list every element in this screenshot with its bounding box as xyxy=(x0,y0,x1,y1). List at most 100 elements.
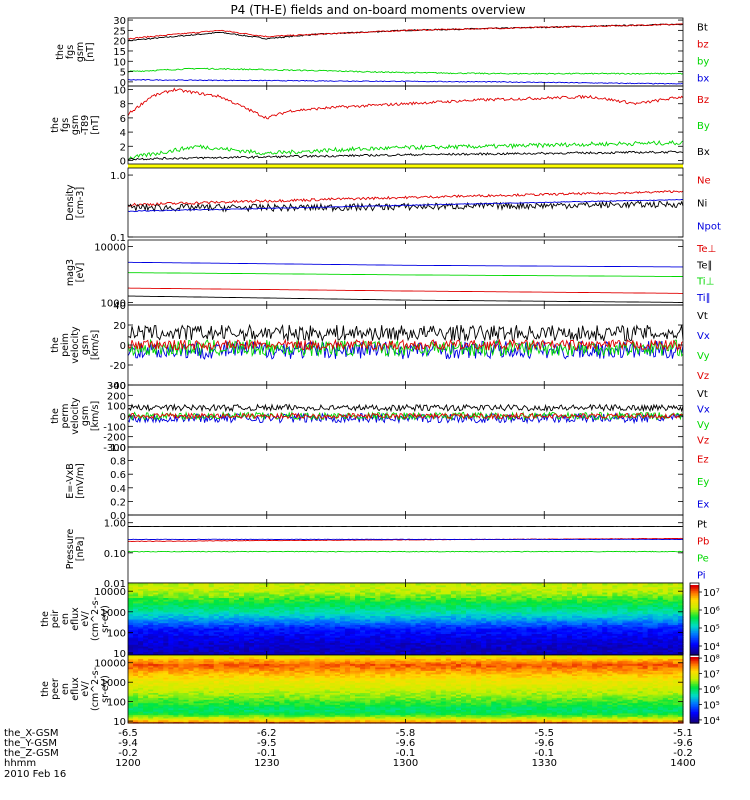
heatmap-cell xyxy=(531,647,538,651)
heatmap-cell xyxy=(279,599,286,602)
colorbar-step xyxy=(690,648,699,651)
heatmap-cell xyxy=(133,700,139,704)
heatmap-cell xyxy=(667,619,674,622)
heatmap-cell xyxy=(163,651,169,654)
heatmap-cell xyxy=(334,602,341,606)
heatmap-cell xyxy=(617,586,624,589)
heatmap-cell xyxy=(647,640,654,643)
heatmap-cell xyxy=(546,602,553,606)
heatmap-cell xyxy=(138,702,144,705)
heatmap-cell xyxy=(188,613,195,616)
heatmap-cell xyxy=(178,597,185,600)
heatmap-cell xyxy=(435,611,442,615)
heatmap-cell xyxy=(264,595,270,598)
heatmap-cell xyxy=(279,588,286,591)
heatmap-cell xyxy=(274,615,280,618)
heatmap-cell xyxy=(178,633,185,636)
heatmap-cell xyxy=(173,629,180,633)
heatmap-cell xyxy=(506,620,513,624)
heatmap-cell xyxy=(128,712,134,716)
heatmap-cell xyxy=(329,592,336,595)
heatmap-cell xyxy=(138,672,144,675)
heatmap-cell xyxy=(511,593,518,597)
heatmap-cell xyxy=(486,635,492,638)
heatmap-cell xyxy=(536,595,543,598)
heatmap-cell xyxy=(244,613,250,616)
heatmap-cell xyxy=(365,651,371,654)
heatmap-cell xyxy=(168,604,175,607)
heatmap-cell xyxy=(662,604,669,607)
heatmap-cell xyxy=(249,599,255,602)
heatmap-cell xyxy=(299,590,306,593)
heatmap-cell xyxy=(198,651,205,654)
heatmap-cell xyxy=(309,586,316,589)
heatmap-cell xyxy=(592,588,598,591)
heatmap-cell xyxy=(239,626,245,629)
heatmap-cell xyxy=(521,610,528,613)
heatmap-cell xyxy=(400,593,407,597)
heatmap-cell xyxy=(334,646,341,649)
heatmap-cell xyxy=(284,611,291,615)
heatmap-cell xyxy=(254,640,260,643)
heatmap-cell xyxy=(284,599,291,602)
heatmap-cell xyxy=(148,697,154,700)
heatmap-cell xyxy=(173,633,180,636)
heatmap-cell xyxy=(133,697,139,700)
heatmap-cell xyxy=(198,599,205,602)
heatmap-cell xyxy=(178,637,185,640)
heatmap-cell xyxy=(264,628,270,631)
heatmap-cell xyxy=(531,649,538,652)
heatmap-cell xyxy=(486,631,492,634)
heatmap-cell xyxy=(259,583,265,586)
heatmap-cell xyxy=(254,649,260,652)
y-tick-label: 0.1 xyxy=(110,233,126,244)
heatmap-cell xyxy=(385,608,391,611)
heatmap-cell xyxy=(350,597,356,600)
heatmap-cell xyxy=(405,617,412,620)
heatmap-cell xyxy=(435,608,442,611)
heatmap-cell xyxy=(632,647,639,651)
heatmap-cell xyxy=(445,602,452,606)
heatmap-cell xyxy=(213,642,220,645)
heatmap-cell xyxy=(662,633,669,636)
heatmap-cell xyxy=(501,628,508,631)
heatmap-cell xyxy=(395,599,402,602)
heatmap-cell xyxy=(521,633,528,636)
heatmap-cell xyxy=(128,593,134,597)
heatmap-cell xyxy=(355,633,361,636)
heatmap-cell xyxy=(269,586,275,589)
heatmap-cell xyxy=(622,622,629,625)
heatmap-cell xyxy=(183,610,190,613)
heatmap-cell xyxy=(400,626,407,629)
heatmap-cell xyxy=(380,584,386,588)
heatmap-cell xyxy=(319,602,326,606)
heatmap-cell xyxy=(546,597,553,600)
heatmap-cell xyxy=(148,642,154,645)
heatmap-cell xyxy=(667,626,674,629)
heatmap-cell xyxy=(239,637,245,640)
heatmap-cell xyxy=(677,602,684,606)
heatmap-cell xyxy=(466,640,472,643)
heatmap-cell xyxy=(153,694,159,697)
heatmap-cell xyxy=(153,647,159,651)
heatmap-cell xyxy=(652,586,659,589)
heatmap-cell xyxy=(324,637,331,640)
heatmap-cell xyxy=(506,601,513,604)
heatmap-cell xyxy=(556,606,563,609)
heatmap-cell xyxy=(566,620,573,624)
heatmap-cell xyxy=(501,615,508,618)
heatmap-cell xyxy=(324,646,331,649)
heatmap-cell xyxy=(420,629,427,633)
heatmap-cell xyxy=(607,593,613,597)
heatmap-cell xyxy=(228,647,235,651)
heatmap-cell xyxy=(375,595,381,598)
heatmap-cell xyxy=(153,707,159,710)
heatmap-cell xyxy=(249,647,255,651)
heatmap-cell xyxy=(556,647,563,651)
heatmap-cell xyxy=(415,604,422,607)
heatmap-cell xyxy=(218,599,225,602)
heatmap-cell xyxy=(440,608,447,611)
heatmap-cell xyxy=(657,619,664,622)
heatmap-cell xyxy=(415,601,422,604)
heatmap-cell xyxy=(425,597,432,600)
